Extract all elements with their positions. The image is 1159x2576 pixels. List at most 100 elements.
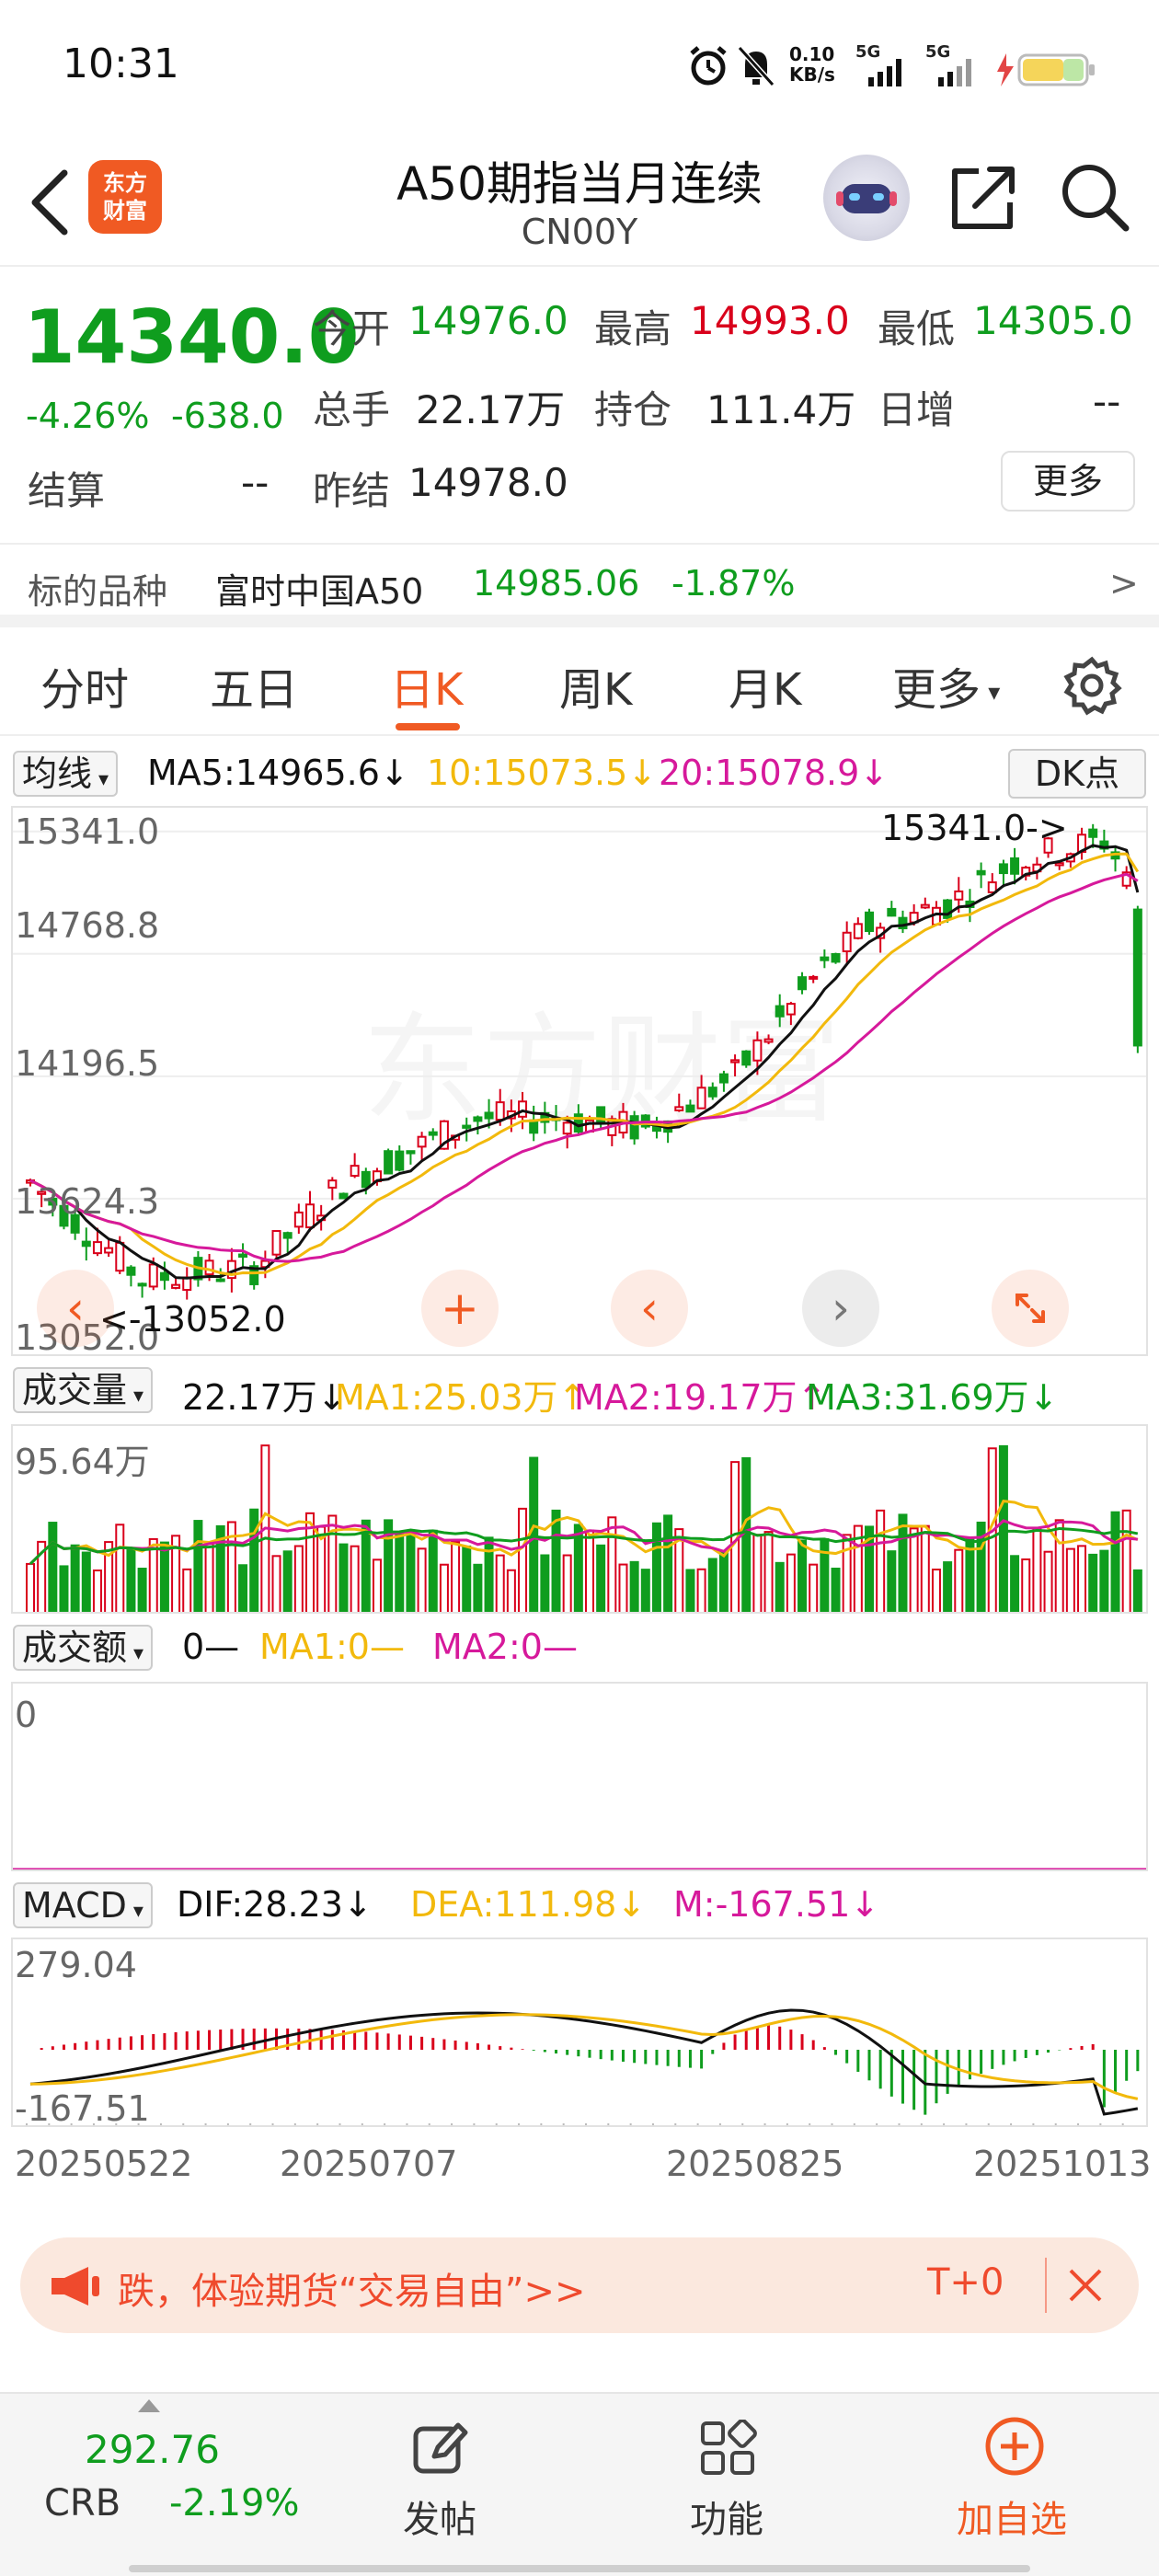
volume-label: 总手 <box>313 387 391 432</box>
status-time: 10:31 <box>63 40 179 87</box>
header: 东方 财富 A50期指当月连续 CN00Y <box>0 138 1159 267</box>
ma-indicator-select[interactable]: 均线 ▾ <box>13 751 119 797</box>
min-price-marker: <-13052.0 <box>99 1299 286 1340</box>
crb-value[interactable]: 292.76 <box>85 2427 220 2472</box>
assistant-robot-icon[interactable] <box>823 155 910 241</box>
low-value: 14305.0 <box>973 298 1133 343</box>
kline-y-label-2: 14768.8 <box>15 905 160 946</box>
settle-value: -- <box>241 460 270 505</box>
amount-ma2-legend: MA2:0— <box>432 1627 578 1667</box>
underlying-value: 14985.06 <box>473 563 640 604</box>
zoom-in-icon[interactable]: + <box>421 1270 499 1347</box>
add-watchlist-button[interactable]: 加自选 <box>957 2499 1067 2541</box>
tab-intraday[interactable]: 分时 <box>40 664 130 716</box>
period-tabs: 分时 五日 日K 周K 月K 更多 ▾ <box>0 635 1159 736</box>
date-label-4: 20251013 <box>973 2144 1152 2184</box>
macd-indicator-select[interactable]: MACD ▾ <box>13 1882 153 1928</box>
functions-grid-icon[interactable] <box>699 2420 758 2478</box>
date-label-3: 20250825 <box>666 2144 844 2184</box>
add-circle-icon[interactable] <box>984 2416 1045 2477</box>
tab-monthly-k[interactable]: 月K <box>729 664 802 716</box>
prev-settle-label: 昨结 <box>313 468 391 513</box>
battery-icon <box>997 53 1095 86</box>
kline-y-label-5: 13052.0 <box>15 1317 160 1358</box>
post-button[interactable]: 发帖 <box>403 2499 476 2541</box>
status-bar: 10:31 0.10 KB/s 5G 5G <box>0 0 1159 138</box>
volume-chart[interactable] <box>11 1424 1148 1614</box>
mute-icon <box>737 45 775 87</box>
tab-daily-k[interactable]: 日K <box>390 664 464 716</box>
search-icon[interactable] <box>1058 160 1131 234</box>
tab-weekly-k[interactable]: 周K <box>559 664 633 716</box>
max-price-marker: 15341.0-> <box>881 808 1068 848</box>
page-subtitle: CN00Y <box>521 212 638 252</box>
ma10-legend: 10:15073.5↓ <box>427 753 658 793</box>
share-icon[interactable] <box>947 162 1019 234</box>
daily-increase-label: 日增 <box>878 387 956 432</box>
crb-change[interactable]: -2.19% <box>169 2482 300 2524</box>
ma5-legend: MA5:14965.6↓ <box>147 753 409 793</box>
promo-banner[interactable]: 跌，体验期货“交易自由”>> T+0 <box>20 2237 1139 2333</box>
open-interest-value: 111.4万 <box>706 387 856 432</box>
volume-indicator-select[interactable]: 成交量 ▾ <box>13 1367 154 1413</box>
functions-button[interactable]: 功能 <box>690 2499 763 2541</box>
chevron-left-icon[interactable]: ‹ <box>611 1270 688 1347</box>
back-icon[interactable] <box>24 166 75 239</box>
megaphone-icon <box>52 2267 99 2306</box>
scroll-left-icon[interactable]: ‹ <box>37 1270 114 1347</box>
sim1-label: 5G <box>855 42 881 62</box>
underlying-label: 标的品种 <box>28 571 168 612</box>
amount-legend-value: 0— <box>182 1627 240 1667</box>
underlying-name: 富时中国A50 <box>215 571 424 612</box>
amount-indicator-select[interactable]: 成交额 ▾ <box>13 1625 154 1671</box>
amount-y-label: 0 <box>15 1695 38 1735</box>
prev-settle-value: 14978.0 <box>408 460 568 505</box>
crb-label[interactable]: CRB <box>44 2482 121 2524</box>
kline-y-label-1: 15341.0 <box>15 811 160 852</box>
ma20-legend: 20:15078.9↓ <box>659 753 889 793</box>
underlying-change: -1.87% <box>671 563 796 604</box>
change-percent: -4.26% <box>26 396 150 436</box>
macd-y-top-label: 279.04 <box>15 1945 137 1985</box>
edit-icon[interactable] <box>410 2420 469 2478</box>
dk-point-button[interactable]: DK点 <box>1008 749 1146 799</box>
macd-dif-legend: DIF:28.23↓ <box>177 1884 373 1925</box>
amount-chart[interactable] <box>11 1682 1148 1871</box>
date-label-1: 20250522 <box>15 2144 193 2184</box>
tab-more[interactable]: 更多 ▾ <box>892 664 1001 716</box>
home-indicator <box>129 2565 1030 2572</box>
signal-icon <box>938 59 971 86</box>
fullscreen-icon[interactable] <box>992 1270 1069 1347</box>
open-interest-label: 持仓 <box>594 387 672 432</box>
high-label: 最高 <box>594 306 672 351</box>
close-icon[interactable] <box>1065 2265 1106 2306</box>
macd-dea-legend: DEA:111.98↓ <box>410 1884 647 1925</box>
daily-increase-value: -- <box>1093 379 1121 424</box>
more-quote-button[interactable]: 更多 <box>1001 451 1135 512</box>
kline-chart[interactable]: 东方财富 <box>11 806 1148 1356</box>
open-value: 14976.0 <box>408 298 568 343</box>
kline-y-label-4: 13624.3 <box>15 1181 160 1222</box>
volume-legend-value: 22.17万↓ <box>182 1377 347 1418</box>
amount-ma1-legend: MA1:0— <box>259 1627 405 1667</box>
volume-ma2-legend: MA2:19.17万↑ <box>574 1377 827 1418</box>
last-price: 14340.0 <box>24 294 360 380</box>
change-value: -638.0 <box>171 396 284 436</box>
tab-five-day[interactable]: 五日 <box>210 664 299 716</box>
low-label: 最低 <box>878 306 956 351</box>
kline-y-label-3: 14196.5 <box>15 1043 160 1084</box>
chevron-right-icon[interactable]: › <box>802 1270 879 1347</box>
signal-icon <box>868 59 901 86</box>
app-logo: 东方 财富 <box>88 160 162 234</box>
volume-y-label: 95.64万 <box>15 1442 150 1482</box>
up-triangle-icon <box>138 2399 160 2412</box>
macd-chart[interactable] <box>11 1938 1148 2127</box>
page-title: A50期指当月连续 <box>396 157 763 211</box>
settle-label: 结算 <box>28 468 106 513</box>
banner-right-text: T+0 <box>927 2261 1004 2304</box>
underlying-row[interactable]: 标的品种 富时中国A50 14985.06 -1.87% > <box>0 543 1159 627</box>
net-speed: 0.10 KB/s <box>789 43 835 86</box>
date-label-2: 20250707 <box>280 2144 458 2184</box>
volume-ma1-legend: MA1:25.03万↑ <box>335 1377 588 1418</box>
settings-gear-icon[interactable] <box>1061 655 1122 716</box>
